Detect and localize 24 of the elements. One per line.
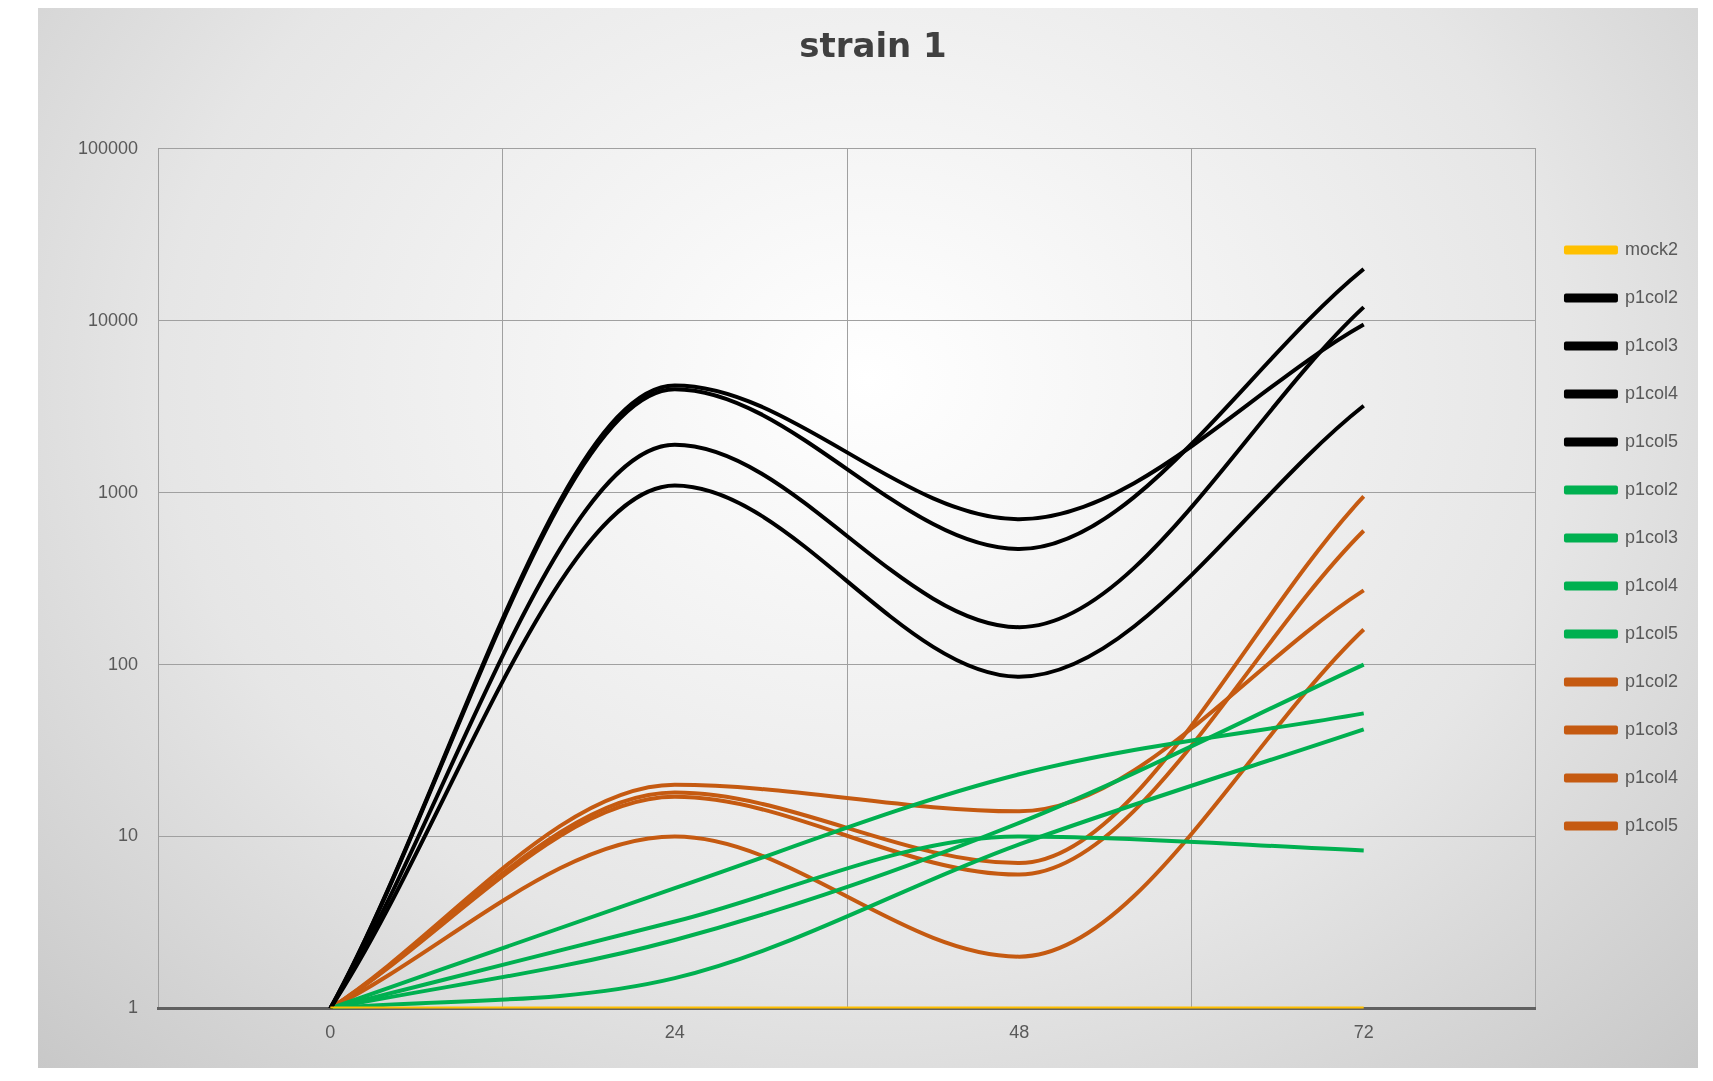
legend-label: p1col4 xyxy=(1624,382,1678,403)
legend-label: p1col5 xyxy=(1624,430,1678,451)
legend-label: p1col2 xyxy=(1624,478,1678,499)
y-tick-label: 100 xyxy=(108,653,139,674)
chart-title: strain 1 xyxy=(799,25,947,66)
x-tick-label: 24 xyxy=(664,1022,685,1043)
y-tick-label: 100000 xyxy=(77,137,139,158)
legend-label: p1col2 xyxy=(1624,670,1678,691)
x-tick-label: 72 xyxy=(1353,1022,1374,1043)
y-tick-label: 1000 xyxy=(98,481,139,502)
legend-label: p1col5 xyxy=(1624,814,1678,835)
legend-label: p1col4 xyxy=(1624,574,1678,595)
legend-label: p1col4 xyxy=(1624,766,1678,787)
legend-label: p1col5 xyxy=(1624,622,1678,643)
y-tick-label: 10 xyxy=(118,825,139,846)
y-tick-label: 1 xyxy=(128,997,139,1018)
legend-label: mock2 xyxy=(1624,238,1678,259)
legend-label: p1col3 xyxy=(1624,718,1678,739)
legend-label: p1col3 xyxy=(1624,526,1678,547)
legend-label: p1col2 xyxy=(1624,286,1678,307)
x-tick-label: 48 xyxy=(1009,1022,1030,1043)
legend-label: p1col3 xyxy=(1624,334,1678,355)
y-tick-label: 10000 xyxy=(88,309,139,330)
x-tick-label: 0 xyxy=(325,1022,336,1043)
